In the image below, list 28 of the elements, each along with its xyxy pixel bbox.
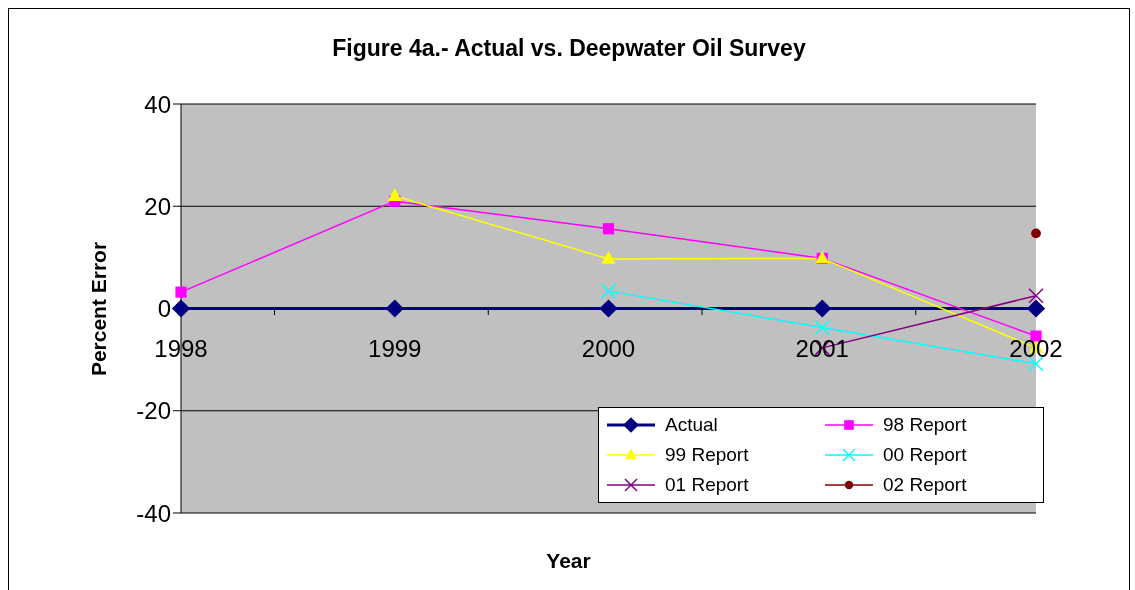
point (175, 286, 187, 298)
point (387, 188, 402, 201)
point (385, 299, 404, 318)
y-axis-title: Percent Error (87, 241, 111, 377)
legend-label: 01 Report (665, 474, 749, 496)
point (602, 223, 615, 235)
legend-label: 99 Report (665, 444, 749, 466)
legend-label: 98 Report (883, 414, 967, 436)
y-tick-label: -20 (136, 397, 171, 425)
x-axis-title: Year (545, 549, 592, 573)
point (171, 299, 191, 318)
x-tick-label: 2000 (581, 335, 636, 362)
y-tick-label: 40 (144, 90, 171, 118)
point (599, 299, 618, 318)
y-tick-label: -40 (136, 499, 171, 527)
legend-label: Actual (665, 414, 718, 436)
y-tick-label: 0 (157, 295, 171, 323)
legend-label: 00 Report (883, 444, 967, 466)
x-tick-label: 1998 (154, 335, 208, 362)
point (601, 251, 616, 264)
x-tick-label: 2002 (1009, 335, 1063, 362)
point (813, 299, 832, 318)
point (1026, 299, 1046, 318)
y-tick-label: 20 (144, 192, 171, 220)
legend-label: 02 Report (883, 474, 967, 496)
x-tick-label: 1999 (368, 335, 422, 362)
chart-title: Figure 4a.- Actual vs. Deepwater Oil Survey (331, 35, 807, 62)
point (1031, 228, 1041, 239)
